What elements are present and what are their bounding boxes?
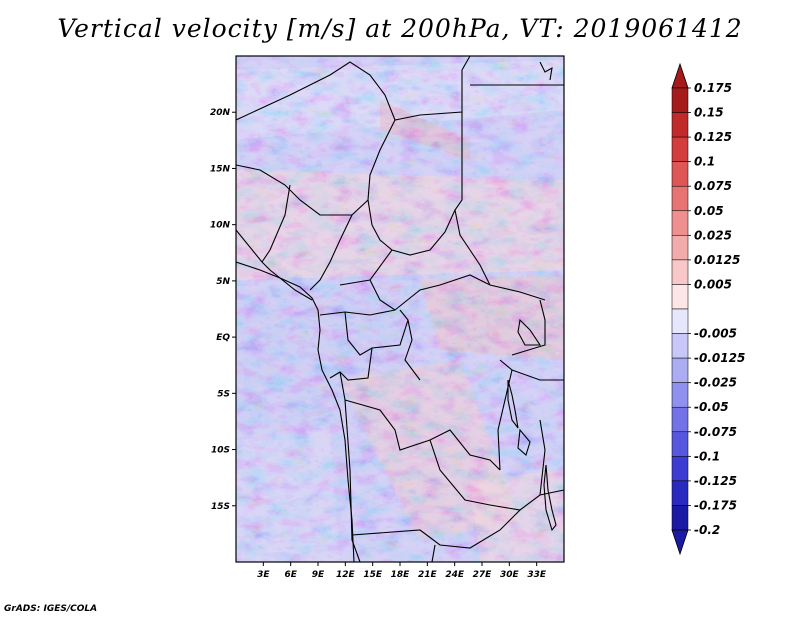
colorbar: 0.175 0.15 0.125 0.1 0.075 0.05 0.025 0.0125 0.0… [671,62,745,556]
colorbar-label: 0.005 [694,277,732,291]
colorbar-swatch [671,406,689,433]
colorbar-top-arrow [671,62,689,89]
colorbar-swatch [671,259,689,285]
lon-tick-label: 33E [527,570,547,580]
colorbar-swatch [671,431,689,457]
lon-tick-label: 9E [312,570,325,580]
lat-tick-label: 10N [210,221,231,231]
colorbar-bottom-arrow [671,529,689,556]
lon-tick-label: 3E [257,570,270,580]
colorbar-label: -0.025 [694,376,737,390]
colorbar-swatch [671,210,689,236]
colorbar-label: -0.1 [694,449,720,463]
colorbar-label: 0.025 [694,228,732,242]
colorbar-swatch [671,456,689,482]
latitude-axis: 20N 15N 10N 5N EQ 5S 10S 15S [210,108,236,512]
colorbar-swatch [671,382,689,408]
country-borders [236,56,564,562]
lat-tick-label: 15S [211,502,230,512]
colorbar-swatch [671,308,689,334]
colorbar-label: 0.175 [694,81,732,95]
colorbar-swatch [671,112,689,138]
colorbar-label: 0.125 [694,130,732,144]
lat-tick-label: 10S [211,446,230,456]
colorbar-swatch [671,284,689,310]
lat-tick-label: 5S [217,389,230,399]
colorbar-swatch [671,357,689,383]
lon-tick-label: 21E [418,570,438,580]
lon-tick-label: 27E [473,570,493,580]
lon-tick-label: 6E [284,570,297,580]
lat-tick-label: 20N [210,108,231,118]
velocity-field [236,56,564,562]
colorbar-label: -0.125 [694,474,737,488]
longitude-axis: 3E 6E 9E 12E 15E 18E 21E 24E 27E 30E 33E [257,562,547,580]
lat-tick-label: 5N [216,277,230,287]
colorbar-swatch [671,136,689,162]
lon-tick-label: 18E [391,570,411,580]
colorbar-swatch [671,505,689,531]
chart-title: Vertical velocity [m/s] at 200hPa, VT: 2… [57,14,743,43]
colorbar-swatch [671,333,689,359]
colorbar-swatch [671,87,689,113]
lon-tick-label: 15E [363,570,383,580]
colorbar-label: -0.075 [694,425,737,439]
grads-credit: GrADS: IGES/COLA [4,604,98,614]
colorbar-label: 0.075 [694,179,732,193]
colorbar-label: 0.05 [694,204,724,218]
colorbar-label: 0.0125 [694,253,740,267]
lat-tick-label: 15N [210,164,231,174]
lat-tick-label: EQ [216,333,230,343]
colorbar-label: -0.175 [694,498,737,512]
colorbar-swatch [671,185,689,212]
colorbar-swatch [671,480,689,506]
lon-tick-label: 24E [445,570,465,580]
lon-tick-label: 12E [336,570,356,580]
colorbar-label: -0.2 [694,523,720,537]
colorbar-label: 0.15 [694,106,724,120]
colorbar-label: 0.1 [694,155,715,169]
colorbar-swatch [671,235,689,261]
colorbar-label: -0.05 [694,400,729,414]
colorbar-label: -0.005 [694,327,737,341]
colorbar-label: -0.0125 [694,351,745,365]
lon-tick-label: 30E [500,570,520,580]
colorbar-swatch [671,161,689,187]
